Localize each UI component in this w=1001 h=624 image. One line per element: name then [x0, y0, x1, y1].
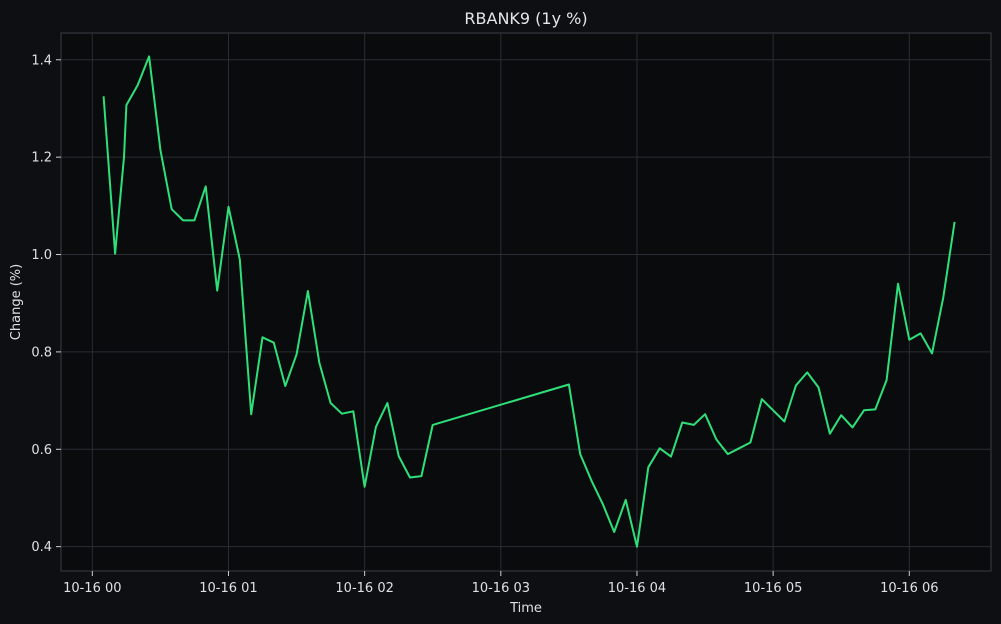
gridlines — [61, 33, 991, 571]
y-tick-label: 0.6 — [31, 443, 52, 458]
x-tick-label: 10-16 04 — [608, 581, 666, 596]
x-axis-label: Time — [509, 601, 542, 616]
y-tick-label: 1.2 — [31, 151, 52, 166]
x-tick-label: 10-16 02 — [335, 581, 393, 596]
axis-ticks: 10-16 00 10-16 01 10-16 02 10-16 03 10-16 04… — [31, 53, 938, 596]
x-tick-label: 10-16 06 — [880, 581, 938, 596]
chart-title: RBANK9 (1y %) — [464, 9, 587, 28]
y-tick-label: 0.8 — [31, 345, 52, 360]
x-tick-label: 10-16 01 — [199, 581, 257, 596]
plot-area — [60, 32, 992, 572]
series-line — [102, 55, 956, 548]
x-tick-label: 10-16 00 — [63, 581, 121, 596]
x-tick-label: 10-16 05 — [744, 581, 802, 596]
y-tick-label: 1.4 — [31, 53, 52, 68]
x-tick-label: 10-16 03 — [472, 581, 530, 596]
y-axis-label: Change (%) — [9, 264, 24, 340]
y-tick-label: 1.0 — [31, 248, 52, 263]
y-tick-label: 0.4 — [31, 540, 52, 555]
